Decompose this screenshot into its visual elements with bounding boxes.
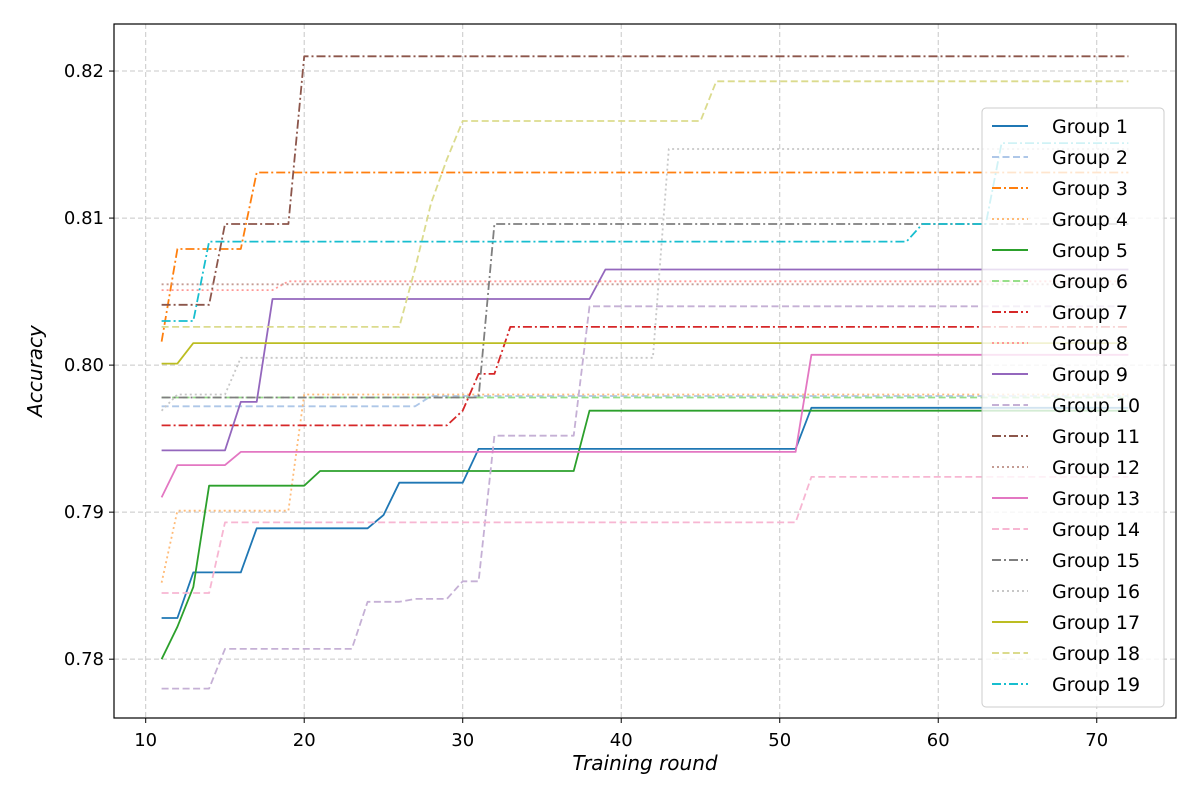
legend-label: Group 9 (1052, 364, 1128, 386)
series-line-group-18 (161, 80, 1129, 328)
legend-label: Group 8 (1052, 333, 1128, 355)
legend-label: Group 19 (1052, 674, 1140, 696)
series-line-group-13 (160, 353, 1129, 498)
x-tick-label: 20 (293, 730, 316, 751)
legend-label: Group 12 (1052, 457, 1140, 479)
legend-label: Group 7 (1052, 302, 1128, 324)
legend-label: Group 18 (1052, 643, 1140, 665)
y-tick-label: 0.78 (64, 649, 104, 670)
legend-label: Group 10 (1052, 395, 1140, 417)
series-line-group-17 (161, 342, 1129, 365)
x-axis-label: Training round (572, 751, 717, 775)
x-tick-label: 60 (927, 730, 950, 751)
legend-label: Group 15 (1052, 550, 1140, 572)
y-tick-label: 0.79 (64, 502, 104, 523)
y-tick-label: 0.82 (64, 61, 104, 82)
y-axis: 0.78 0.79 0.80 0.81 0.82 (64, 61, 114, 670)
legend-label: Group 2 (1052, 147, 1128, 169)
series-line-group-16 (160, 148, 1129, 412)
legend-label: Group 14 (1052, 519, 1140, 541)
series-line-group-9 (161, 268, 1129, 452)
legend: Group 1 Group 2 Group 3 Group 4 Group 5 Group… (981, 107, 1165, 708)
legend-label: Group 17 (1052, 612, 1140, 634)
series-line-group-3 (160, 171, 1129, 342)
x-axis: 10 20 30 40 50 60 70 (134, 718, 1108, 751)
legend-label: Group 5 (1052, 240, 1128, 262)
legend-label: Group 1 (1052, 116, 1128, 138)
series-line-group-10 (161, 305, 1129, 690)
x-tick-label: 40 (610, 730, 633, 751)
y-tick-label: 0.80 (64, 355, 104, 376)
legend-label: Group 6 (1052, 271, 1128, 293)
series-line-group-2 (161, 395, 1129, 408)
series-line-group-15 (161, 223, 1129, 399)
legend-label: Group 11 (1052, 426, 1140, 448)
series-line-group-14 (161, 475, 1129, 594)
plot-frame (113, 23, 1177, 719)
legend-box (981, 107, 1165, 708)
series-line-group-8 (161, 280, 1129, 292)
legend-label: Group 3 (1052, 178, 1128, 200)
series-line-group-11 (161, 55, 1129, 306)
legend-label: Group 13 (1052, 488, 1140, 510)
y-axis-label: Accuracy (23, 324, 47, 419)
x-tick-label: 10 (134, 730, 157, 751)
legend-label: Group 4 (1052, 209, 1128, 231)
series-line-group-7 (161, 325, 1129, 427)
y-tick-label: 0.81 (64, 208, 104, 229)
x-tick-label: 30 (451, 730, 474, 751)
legend-label: Group 16 (1052, 581, 1140, 603)
x-tick-label: 50 (768, 730, 791, 751)
x-tick-label: 70 (1085, 730, 1108, 751)
series-line-group-5 (160, 409, 1129, 660)
